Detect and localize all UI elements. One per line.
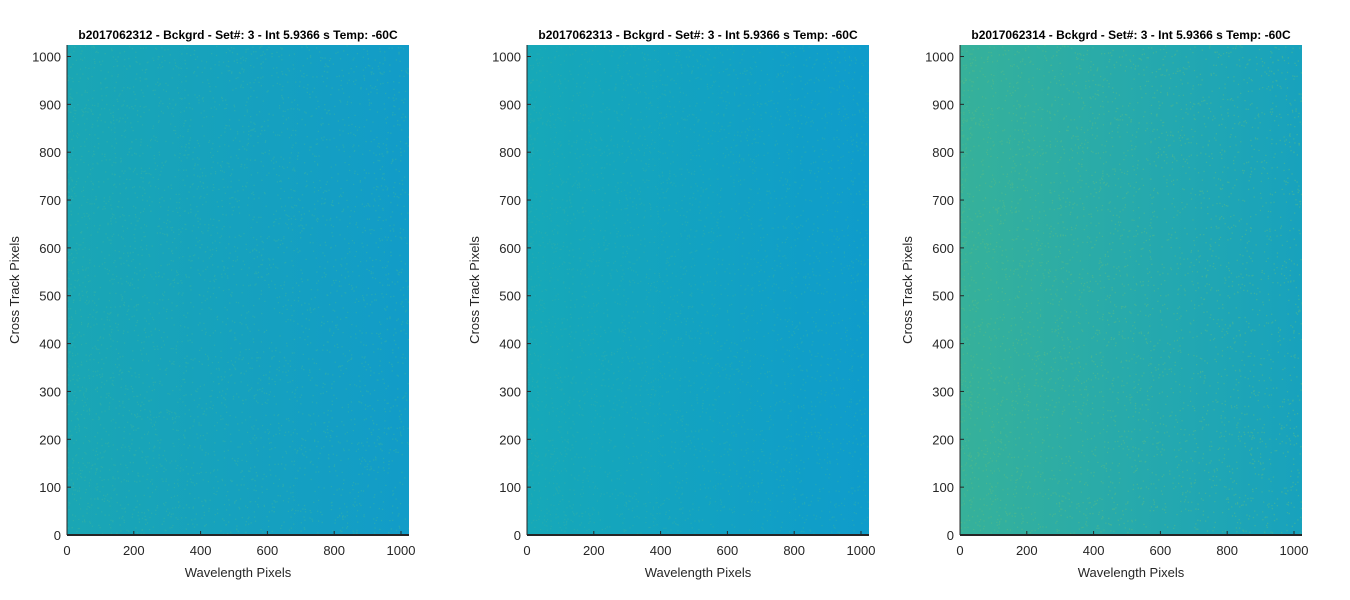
- x-tick-label: 600: [257, 543, 279, 558]
- x-tick-label: 1000: [1280, 543, 1309, 558]
- y-tick-label: 200: [39, 432, 61, 447]
- y-tick-label: 800: [932, 145, 954, 160]
- x-tick-label: 400: [1083, 543, 1105, 558]
- x-axis-label: Wavelength Pixels: [185, 565, 292, 580]
- x-tick-label: 200: [123, 543, 145, 558]
- y-tick-label: 400: [499, 337, 521, 352]
- x-tick-label: 1000: [387, 543, 416, 558]
- y-tick-label: 600: [499, 241, 521, 256]
- y-tick-label: 600: [39, 241, 61, 256]
- y-axis-label: Cross Track Pixels: [900, 236, 915, 344]
- x-tick-label: 800: [783, 543, 805, 558]
- y-tick-label: 400: [39, 337, 61, 352]
- y-tick-label: 700: [499, 193, 521, 208]
- y-tick-label: 700: [39, 193, 61, 208]
- x-tick-label: 0: [956, 543, 963, 558]
- y-tick-label: 100: [499, 480, 521, 495]
- x-tick-label: 600: [717, 543, 739, 558]
- x-tick-label: 800: [1216, 543, 1238, 558]
- y-tick-label: 300: [499, 384, 521, 399]
- heatmap-noise: [67, 45, 409, 535]
- y-axis-label: Cross Track Pixels: [7, 236, 22, 344]
- y-tick-label: 1000: [925, 49, 954, 64]
- x-axis-label: Wavelength Pixels: [645, 565, 752, 580]
- y-tick-label: 0: [947, 528, 954, 543]
- y-tick-label: 0: [514, 528, 521, 543]
- y-tick-label: 500: [932, 289, 954, 304]
- y-tick-label: 500: [39, 289, 61, 304]
- y-tick-label: 900: [499, 97, 521, 112]
- y-tick-label: 800: [39, 145, 61, 160]
- y-tick-label: 900: [932, 97, 954, 112]
- heatmap-image: [527, 45, 869, 535]
- x-tick-label: 800: [323, 543, 345, 558]
- x-tick-label: 400: [650, 543, 672, 558]
- chart-panel-3: 0 200 400 600 800 1000 0 100 200 300 400 500 600 700 8…: [900, 28, 1308, 580]
- y-tick-label: 900: [39, 97, 61, 112]
- y-tick-label: 400: [932, 337, 954, 352]
- heatmap-image: [960, 45, 1302, 535]
- y-tick-label: 0: [54, 528, 61, 543]
- x-tick-label: 1000: [847, 543, 876, 558]
- y-tick-label: 500: [499, 289, 521, 304]
- x-tick-label: 200: [583, 543, 605, 558]
- x-tick-label: 0: [523, 543, 530, 558]
- y-tick-label: 1000: [492, 49, 521, 64]
- y-tick-label: 700: [932, 193, 954, 208]
- chart-title: b2017062312 - Bckgrd - Set#: 3 - Int 5.9…: [78, 28, 398, 42]
- y-tick-label: 300: [39, 384, 61, 399]
- chart-panel-1: 0 200 400 600 800 1000 0 100 200 300 400 500 600 700 8…: [7, 28, 415, 580]
- y-axis-label: Cross Track Pixels: [467, 236, 482, 344]
- x-tick-label: 200: [1016, 543, 1038, 558]
- y-tick-label: 1000: [32, 49, 61, 64]
- chart-panel-2: 0 200 400 600 800 1000 0 100 200 300 400 500 600 700 8…: [467, 28, 875, 580]
- x-axis-label: Wavelength Pixels: [1078, 565, 1185, 580]
- y-tick-label: 600: [932, 241, 954, 256]
- y-tick-label: 300: [932, 384, 954, 399]
- x-tick-label: 600: [1150, 543, 1172, 558]
- y-tick-label: 200: [499, 432, 521, 447]
- y-tick-label: 200: [932, 432, 954, 447]
- y-tick-label: 100: [932, 480, 954, 495]
- x-tick-label: 0: [63, 543, 70, 558]
- heatmap-image: [67, 45, 409, 535]
- y-tick-label: 800: [499, 145, 521, 160]
- y-tick-label: 100: [39, 480, 61, 495]
- x-tick-label: 400: [190, 543, 212, 558]
- chart-title: b2017062314 - Bckgrd - Set#: 3 - Int 5.9…: [971, 28, 1291, 42]
- chart-title: b2017062313 - Bckgrd - Set#: 3 - Int 5.9…: [538, 28, 858, 42]
